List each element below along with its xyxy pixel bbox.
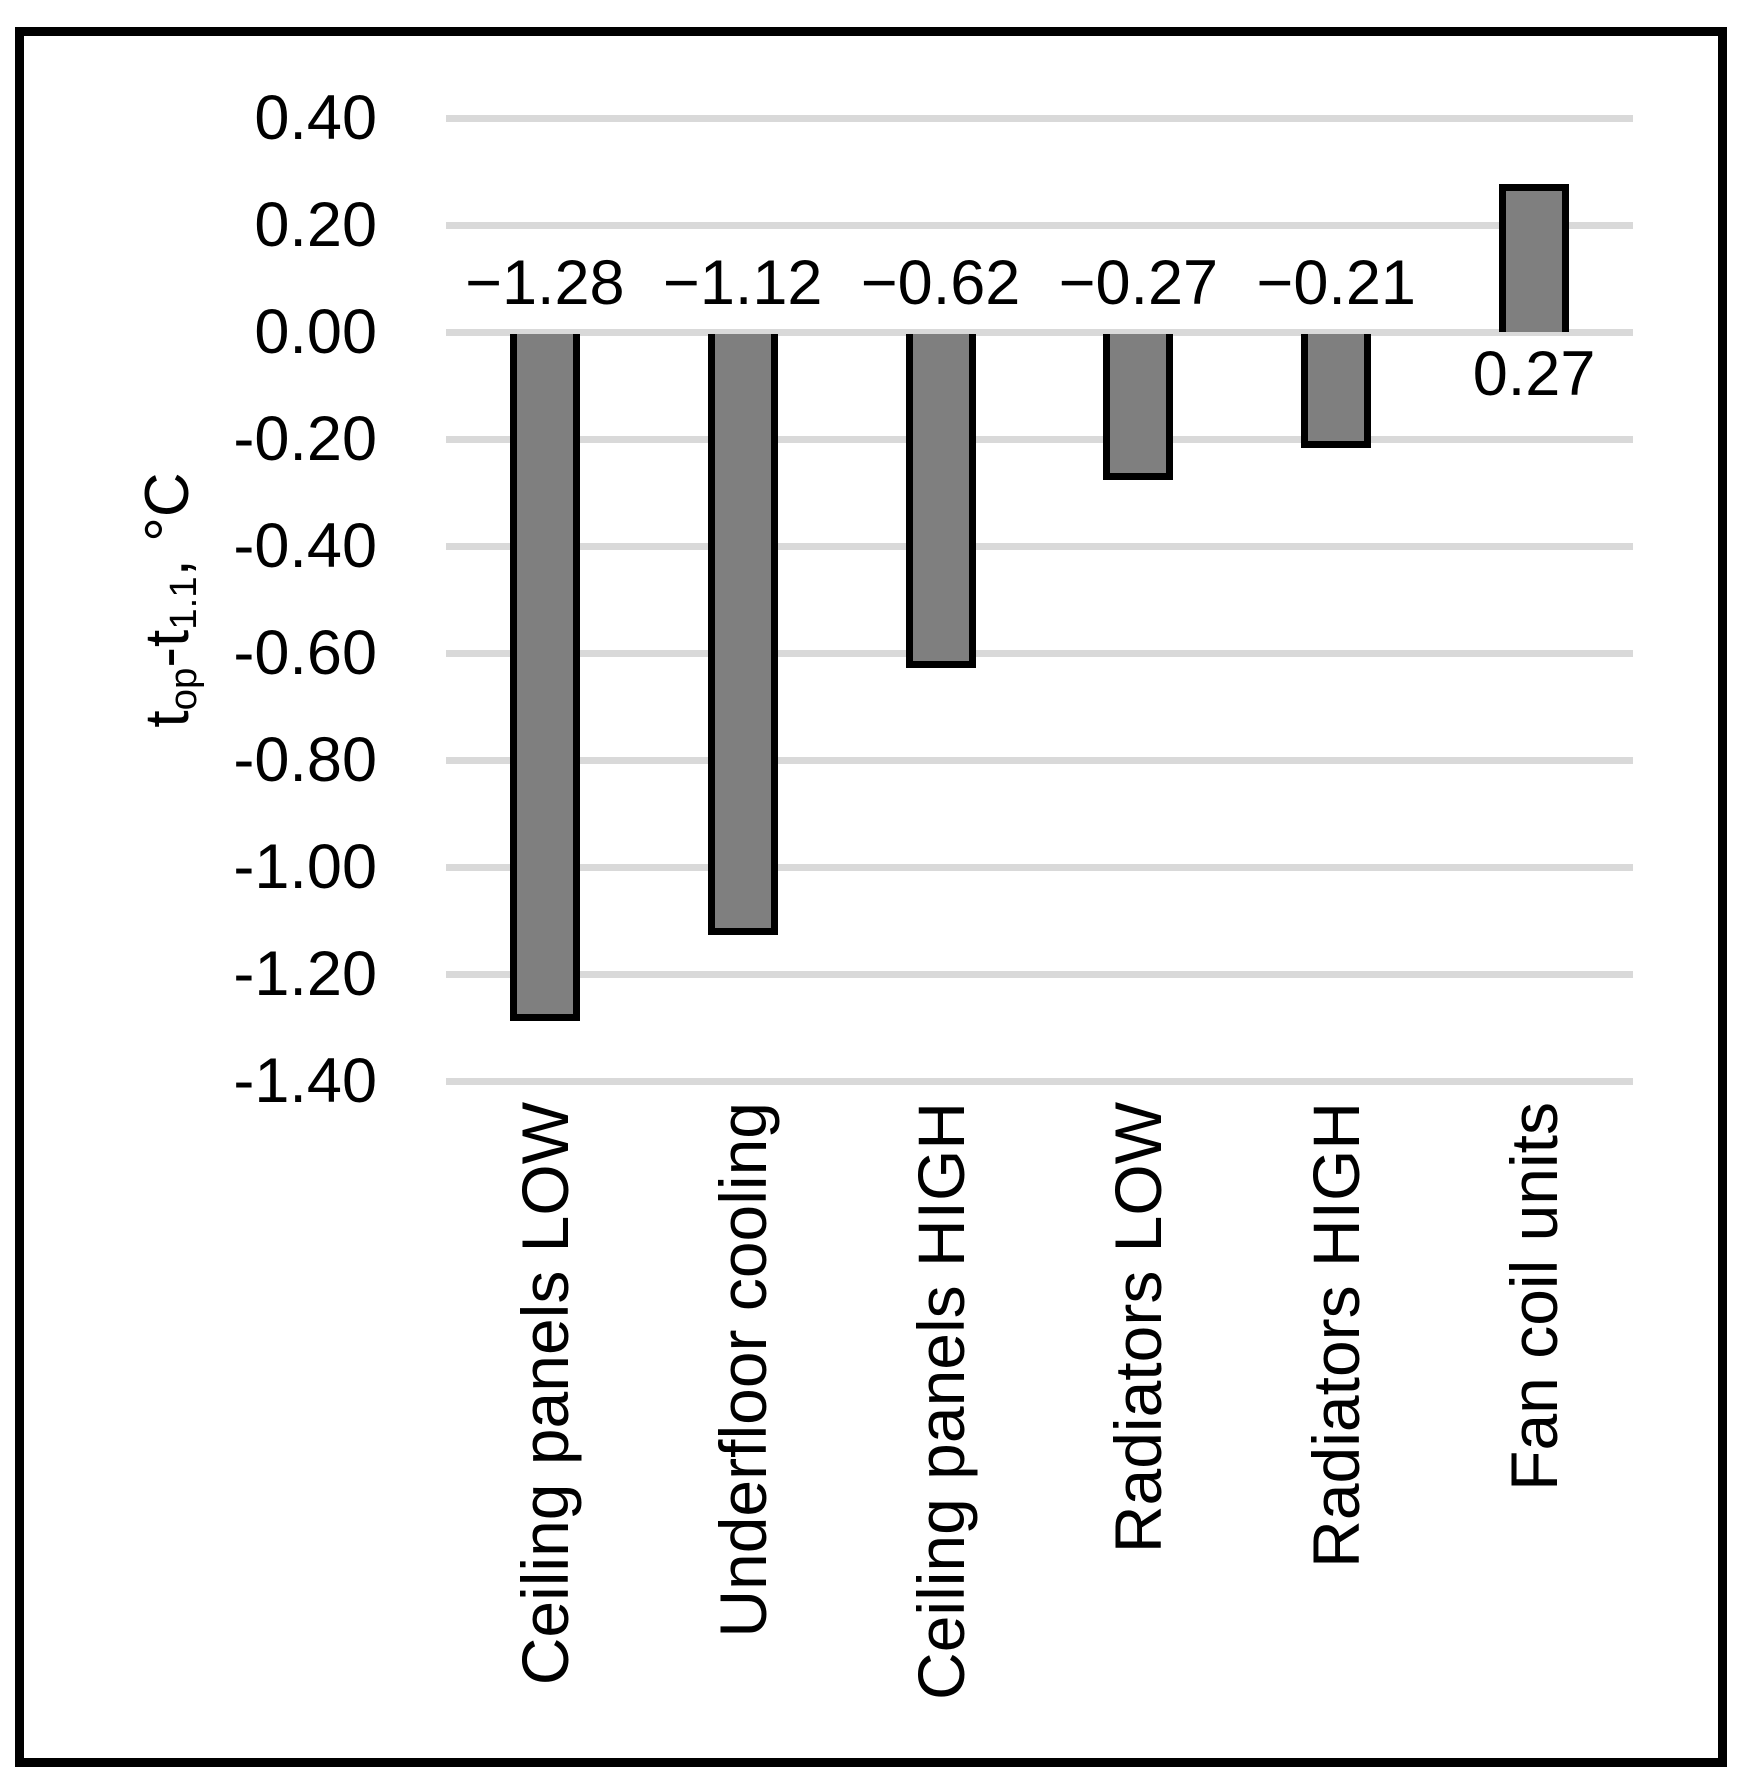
x-category-label: Radiators HIGH (1299, 1102, 1374, 1568)
gridline (446, 329, 1633, 336)
x-category-label: Radiators LOW (1101, 1102, 1176, 1554)
data-label: −1.28 (465, 248, 625, 318)
y-tick-label: 0.00 (254, 297, 377, 367)
data-label: 0.27 (1472, 339, 1596, 409)
bar-ceiling-panels-low (509, 334, 580, 1021)
gridline (446, 971, 1633, 978)
gridline (446, 864, 1633, 871)
bar-fan-coil-units (1499, 183, 1570, 332)
x-category-label: Ceiling panels LOW (507, 1102, 582, 1686)
y-tick-label: -1.20 (233, 939, 377, 1009)
gridline (446, 757, 1633, 764)
y-tick-label: 0.40 (254, 83, 377, 153)
gridline (446, 650, 1633, 657)
y-axis-title-text: t (133, 710, 202, 728)
y-tick-label: -1.40 (233, 1046, 377, 1116)
gridline (446, 436, 1633, 443)
data-label: −0.27 (1058, 248, 1219, 318)
bar-ceiling-panels-high (905, 334, 976, 668)
gridline (446, 1078, 1633, 1085)
gridline (446, 115, 1633, 122)
y-tick-label: -0.60 (233, 618, 377, 688)
x-category-label: Ceiling panels HIGH (903, 1102, 978, 1700)
y-tick-label: -0.20 (233, 404, 377, 474)
x-category-label: Fan coil units (1497, 1102, 1572, 1491)
chart-frame-border (15, 27, 1727, 1767)
x-category-label: Underfloor cooling (705, 1102, 780, 1638)
bar-radiators-high (1301, 334, 1372, 449)
data-label: −1.12 (663, 248, 823, 318)
data-label: −0.62 (860, 248, 1021, 318)
gridline (446, 222, 1633, 229)
y-tick-label: -0.40 (233, 511, 377, 581)
y-tick-label: 0.20 (254, 190, 377, 260)
bar-underfloor-cooling (707, 334, 778, 936)
y-axis-title: top-t1.1, °C (133, 472, 209, 728)
data-label: −0.21 (1256, 248, 1416, 318)
y-tick-label: -1.00 (233, 832, 377, 902)
gridline (446, 543, 1633, 550)
bar-radiators-low (1103, 334, 1174, 481)
y-tick-label: -0.80 (233, 725, 377, 795)
